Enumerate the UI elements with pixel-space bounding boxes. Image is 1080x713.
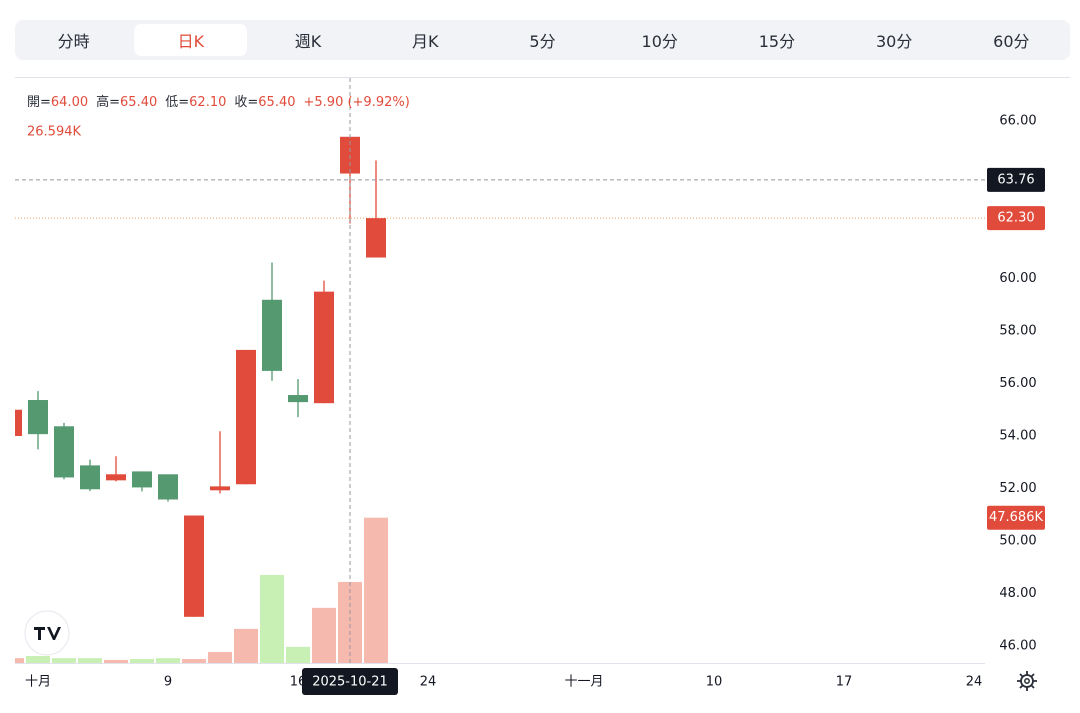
volume-bar <box>156 658 180 663</box>
info-value: 65.40 <box>258 95 295 110</box>
last-price: 62.30 <box>997 211 1034 226</box>
volume-bar <box>312 607 336 663</box>
crosshair-date: 2025-10-21 <box>312 675 388 690</box>
candle-body <box>184 515 204 617</box>
candle-body <box>106 474 126 481</box>
plot-area <box>15 136 985 663</box>
y-tick-label: 50.00 <box>999 533 1036 548</box>
candle-body <box>314 291 334 404</box>
info-value: 65.40 <box>120 95 157 110</box>
volume-bar <box>104 659 128 663</box>
interval-tab[interactable]: 5分 <box>529 32 556 51</box>
candle-body <box>210 486 230 491</box>
volume-bar <box>234 628 258 663</box>
y-tick-label: 48.00 <box>999 586 1036 601</box>
interval-tab[interactable]: 60分 <box>993 32 1030 51</box>
y-tick-label: 58.00 <box>999 324 1036 339</box>
volume-bar <box>26 655 50 663</box>
volume-label: 47.686K <box>989 510 1043 525</box>
volume-bar <box>338 581 362 663</box>
candle-body <box>236 349 256 485</box>
interval-tab[interactable]: 週K <box>294 32 322 51</box>
x-tick-label: 十一月 <box>564 675 603 690</box>
info-label: 收= <box>234 95 258 110</box>
interval-tab[interactable]: 30分 <box>875 32 913 51</box>
y-tick-label: 52.00 <box>999 481 1036 496</box>
volume-bar <box>52 658 76 663</box>
volume-label-box <box>987 505 1045 530</box>
y-tick-label: 56.00 <box>999 376 1036 391</box>
interval-tab[interactable]: 15分 <box>758 32 796 51</box>
y-tick-label: 66.00 <box>999 114 1036 129</box>
interval-tab[interactable]: 日K <box>134 24 248 56</box>
volume-bar <box>182 659 206 663</box>
y-tick-label: 54.00 <box>999 428 1036 443</box>
volume-bar <box>15 658 24 663</box>
info-value: 64.00 <box>51 95 88 110</box>
last-price-box <box>987 206 1045 231</box>
x-tick-label: 10 <box>706 675 723 690</box>
candle-body <box>15 409 22 436</box>
interval-tabs: 分時 日K 週K 月K 5分 10分 15分 30分 60分 <box>15 20 1070 60</box>
y-tick-label: 60.00 <box>999 271 1036 286</box>
crosshair-price-box <box>987 167 1045 192</box>
interval-tab[interactable]: 月K <box>412 32 439 51</box>
volume-bar <box>364 517 388 663</box>
info-value: 62.10 <box>189 95 226 110</box>
volume-bar <box>286 646 310 663</box>
crosshair-date-box <box>302 668 398 695</box>
tv-logo <box>24 610 70 656</box>
volume-bar <box>208 652 232 663</box>
interval-tab[interactable]: 10分 <box>641 32 678 51</box>
crosshair-price: 63.76 <box>997 172 1034 187</box>
x-tick-label: 24 <box>420 675 437 690</box>
ohlc-info: 開=64.00 高=65.40 低=62.10 收=65.40 +5.90 (+9.92… <box>27 94 410 110</box>
candle-body <box>288 395 308 403</box>
info-label: 高= <box>96 94 120 110</box>
candle-body <box>262 299 282 371</box>
interval-tab[interactable]: 分時 <box>57 32 90 51</box>
y-tick-label: 46.00 <box>999 638 1036 653</box>
info-change: +5.90 (+9.92%) <box>304 95 410 110</box>
volume-bar <box>260 574 284 663</box>
x-tick-label: 十月 <box>25 675 51 690</box>
candle-body <box>54 426 74 478</box>
x-tick-label: 17 <box>836 675 853 690</box>
x-tick-label: 24 <box>966 675 983 690</box>
x-tick-label: 9 <box>164 675 172 690</box>
volume-bar <box>78 658 102 663</box>
volume-bar <box>130 659 154 663</box>
candle-body <box>28 400 48 435</box>
settings-gear[interactable] <box>1017 671 1037 691</box>
candle-body <box>366 218 386 258</box>
candle-body <box>80 465 100 490</box>
candle-body <box>132 471 152 488</box>
info-label: 低= <box>165 95 189 110</box>
candle-body <box>158 474 178 500</box>
info-label: 開= <box>27 95 51 110</box>
hover-volume: 26.594K <box>27 125 81 140</box>
